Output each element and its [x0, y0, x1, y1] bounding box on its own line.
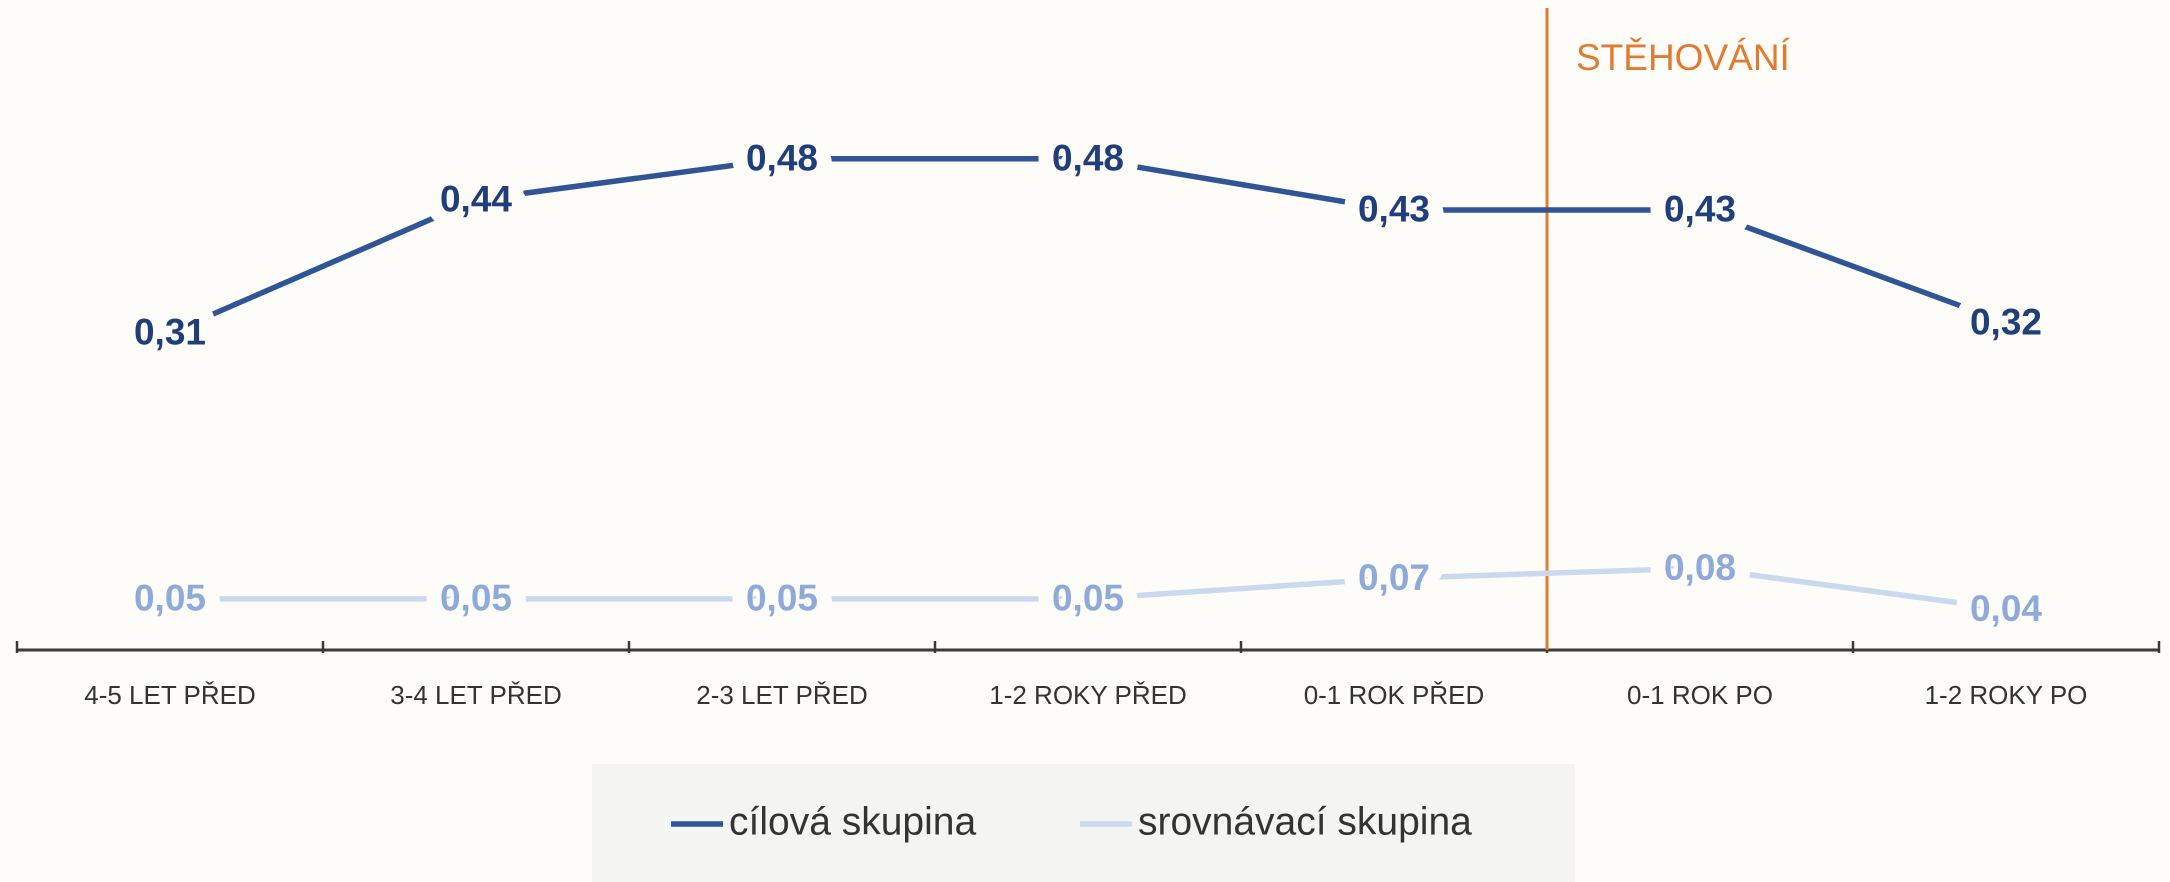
x-tick-label: 1-2 ROKY PO [1925, 680, 2088, 710]
data-label: 0,48 [746, 138, 818, 179]
x-tick-label: 2-3 LET PŘED [696, 680, 867, 710]
data-label: 0,48 [1052, 138, 1124, 179]
data-label: 0,05 [440, 578, 512, 619]
x-tick-label: 4-5 LET PŘED [84, 680, 255, 710]
data-label: 0,08 [1664, 547, 1736, 588]
data-label: 0,43 [1664, 189, 1736, 230]
data-label: 0,05 [746, 578, 818, 619]
data-label: 0,05 [134, 578, 206, 619]
data-label: 0,44 [440, 179, 512, 220]
x-tick-label: 0-1 ROK PO [1627, 680, 1773, 710]
data-label: 0,07 [1358, 557, 1430, 598]
data-label: 0,43 [1358, 189, 1430, 230]
series-line [170, 565, 2007, 612]
data-label: 0,31 [134, 312, 206, 353]
data-label: 0,04 [1970, 588, 2042, 629]
x-tick-label: 0-1 ROK PŘED [1304, 680, 1485, 710]
data-label: 0,32 [1970, 301, 2042, 342]
data-label: 0,05 [1052, 578, 1124, 619]
annotation-text: STĚHOVÁNÍ [1576, 37, 1791, 78]
x-tick-label: 1-2 ROKY PŘED [989, 680, 1186, 710]
series-line [168, 156, 2007, 336]
x-tick-label: 3-4 LET PŘED [390, 680, 561, 710]
legend-label: cílová skupina [729, 800, 976, 843]
legend-label: srovnávací skupina [1138, 800, 1472, 843]
